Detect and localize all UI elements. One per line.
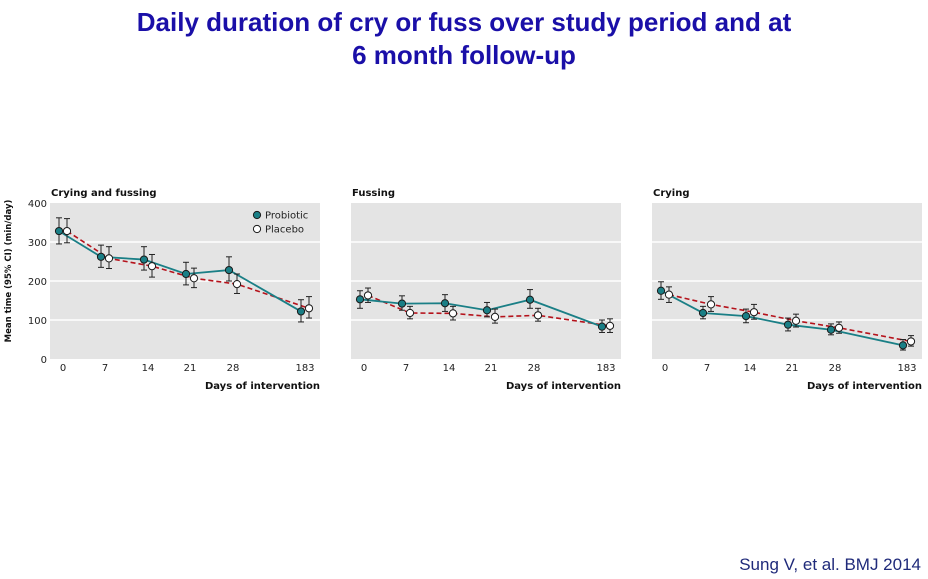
panel-1-x-axis-label: Days of intervention [205, 381, 320, 392]
panel-1-x-tick-label: 183 [295, 363, 314, 374]
panel-1-probiotic-point [296, 307, 306, 316]
panel-3-placebo-point [749, 308, 759, 317]
panel-3-x-tick-label: 183 [897, 363, 916, 374]
panel-2-probiotic-point [440, 299, 450, 308]
panel-2-placebo-point [533, 311, 543, 320]
panel-2-placebo-point [605, 321, 615, 330]
panel-1-probiotic-point [224, 265, 234, 275]
panel-3-placebo-point [791, 316, 801, 325]
panel-2-series-probiotic-line [359, 298, 603, 328]
panel-3-series-placebo-line [668, 293, 912, 343]
panel-2-probiotic-point [597, 322, 607, 331]
panel-1-placebo-point [147, 262, 157, 271]
panel-1-x-tick-label: 7 [102, 363, 108, 374]
panel-1-y-tick-label: 200 [28, 277, 47, 288]
panel-3-x-tick-label: 7 [704, 363, 710, 374]
panel-3-probiotic-point [826, 325, 836, 334]
panel-1-legend-marker [252, 224, 262, 234]
panel-3-title: Crying [653, 188, 690, 199]
panel-3-x-tick-label: 0 [662, 363, 668, 374]
panel-1-placebo-point [189, 274, 199, 283]
panel-1-y-tick-label: 400 [28, 199, 47, 210]
panel-2-x-tick-label: 21 [485, 363, 498, 374]
panel-2-x-axis-label: Days of intervention [506, 381, 621, 392]
panel-1-probiotic-point [139, 255, 149, 264]
panel-1-placebo-point [232, 280, 242, 289]
panel-2-x-tick-label: 28 [528, 363, 541, 374]
panel-2-probiotic-point [397, 299, 407, 308]
panel-2-x-tick-label: 7 [403, 363, 409, 374]
panel-2-probiotic-point [525, 295, 535, 304]
panel-1-x-tick-label: 0 [60, 363, 66, 374]
slide-title-line-2: 6 month follow-up [352, 40, 576, 70]
panel-1-placebo-point [104, 254, 114, 263]
panel-3-x-tick-label: 14 [744, 363, 757, 374]
panel-3-probiotic-point [898, 341, 908, 350]
panel-2-probiotic-point [355, 295, 365, 304]
panel-3-probiotic-point [698, 308, 708, 318]
panel-2-placebo-point [490, 312, 500, 321]
panel-1-x-tick-label: 28 [227, 363, 240, 374]
panel-1-legend-label: Placebo [265, 225, 304, 236]
panel-1-x-tick-label: 14 [142, 363, 155, 374]
panel-2-placebo-point [363, 291, 373, 300]
panel-1-y-axis-label: Mean time (95% CI) (min/day) [4, 200, 14, 343]
panel-1-legend-label: Probiotic [265, 211, 308, 222]
panel-3-probiotic-point [741, 312, 751, 321]
panel-1-probiotic-point [181, 269, 191, 279]
panel-3-x-axis-label: Days of intervention [807, 381, 922, 392]
panel-3-placebo-point [834, 323, 844, 332]
citation: Sung V, et al. BMJ 2014 [739, 555, 921, 574]
panel-2-title: Fussing [352, 188, 395, 199]
panel-1-x-tick-label: 21 [184, 363, 197, 374]
panel-1-y-tick-label: 100 [28, 316, 47, 327]
panel-2-x-tick-label: 0 [361, 363, 367, 374]
panel-3-placebo-point [906, 337, 916, 346]
panel-3-placebo-point [706, 300, 716, 309]
slide-title: Daily duration of cry or fuss over study… [0, 6, 928, 72]
panel-2-probiotic-point [482, 306, 492, 315]
panel-1-probiotic-point [54, 226, 64, 236]
panel-2-series-placebo-line [367, 294, 611, 327]
panel-1-probiotic-point [96, 252, 106, 261]
panel-1-legend-marker [252, 210, 262, 220]
panel-1-y-tick-label: 0 [41, 355, 47, 366]
panel-3-probiotic-point [783, 320, 793, 329]
panel-2-x-tick-label: 183 [596, 363, 615, 374]
panel-1-title: Crying and fussing [51, 188, 157, 199]
panel-2-placebo-point [448, 309, 458, 318]
panel-3-x-tick-label: 21 [786, 363, 799, 374]
panel-2-placebo-point [405, 308, 415, 318]
panel-3-probiotic-point [656, 286, 666, 295]
panel-1-series-probiotic-line [58, 230, 302, 313]
panel-3-series-probiotic-line [660, 289, 904, 347]
panel-2-x-tick-label: 14 [443, 363, 456, 374]
slide-title-line-1: Daily duration of cry or fuss over study… [136, 7, 792, 37]
panel-1-placebo-point [304, 304, 314, 313]
panel-3-x-tick-label: 28 [829, 363, 842, 374]
panel-1-placebo-point [62, 226, 72, 236]
panel-1-y-tick-label: 300 [28, 238, 47, 249]
panel-3-placebo-point [664, 290, 674, 299]
